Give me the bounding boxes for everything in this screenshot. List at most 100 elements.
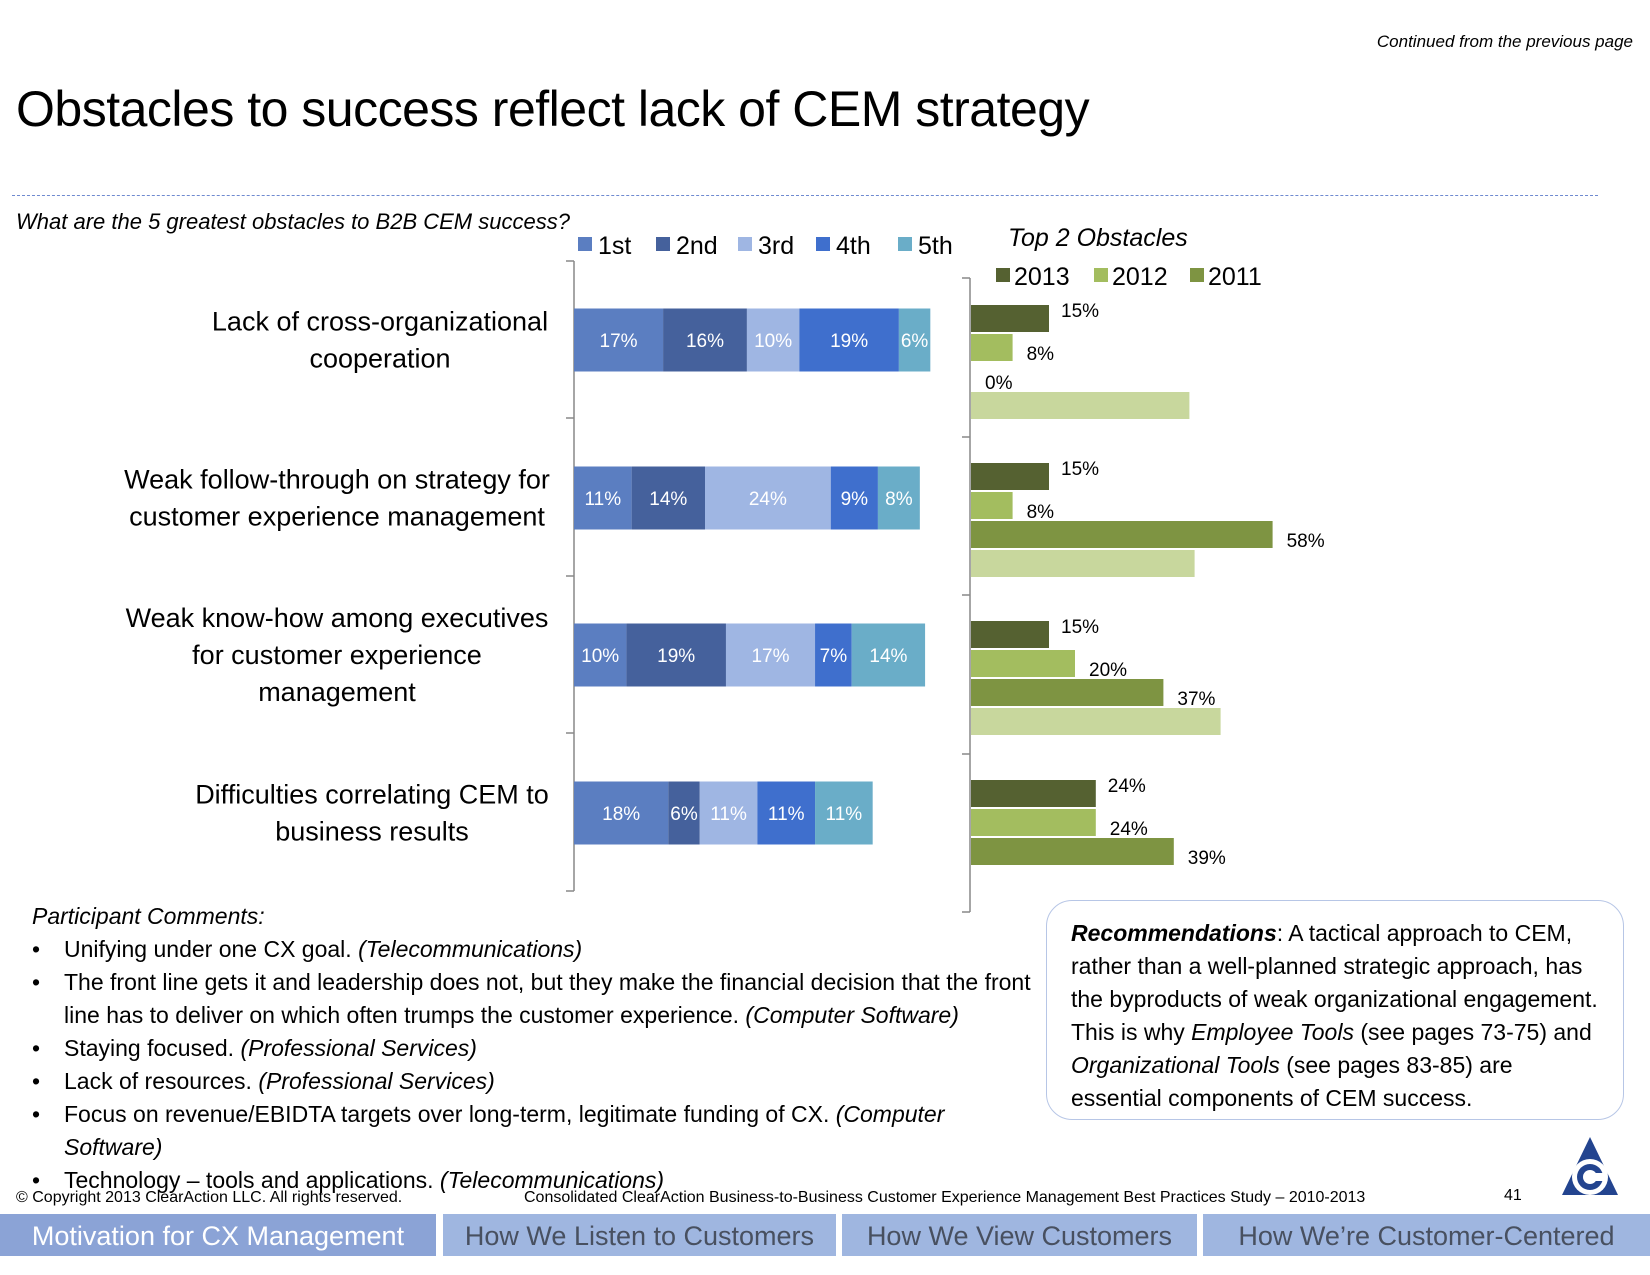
comment-item: Unifying under one CX goal. (Telecommuni… [32, 933, 1032, 966]
bar-extra [971, 550, 1195, 577]
comment-source: (Professional Services) [240, 1035, 477, 1061]
category-label: Difficulties correlating CEM to [195, 780, 549, 810]
legend-swatch-2012 [1094, 268, 1108, 282]
recommendations-label: Recommendations [1071, 920, 1277, 946]
category-label: customer experience management [129, 502, 545, 532]
bar-label: 0% [985, 373, 1013, 394]
nav-tab-motivation[interactable]: Motivation for CX Management [0, 1214, 436, 1256]
bar-2nd [668, 781, 700, 845]
comments-list: Unifying under one CX goal. (Telecommuni… [32, 933, 1032, 1197]
clearaction-logo [1562, 1137, 1618, 1195]
bar-label: 6% [670, 804, 698, 825]
bar-5th [877, 466, 920, 530]
top2-chart-title: Top 2 Obstacles [1008, 224, 1188, 252]
comment-text: The front line gets it and leadership do… [64, 969, 1031, 1028]
nav-tab-view[interactable]: How We View Customers [842, 1214, 1197, 1256]
comment-source: (Telecommunications) [358, 936, 583, 962]
bar-5th [851, 623, 926, 687]
bar-label: 37% [1177, 689, 1215, 710]
bar-label: 16% [686, 331, 724, 352]
legend-swatch-1st [578, 237, 592, 251]
bar-3rd [699, 781, 758, 845]
bar-2012 [971, 809, 1096, 836]
comment-item: The front line gets it and leadership do… [32, 966, 1032, 1032]
bar-5th [815, 781, 873, 845]
organizational-tools-ref: Organizational Tools [1071, 1052, 1280, 1078]
bar-label: 6% [901, 331, 929, 352]
legend-label-2012: 2012 [1112, 263, 1168, 291]
legend-label-1st: 1st [598, 232, 631, 260]
bar-2011 [971, 838, 1174, 865]
bar-2012 [971, 334, 1013, 361]
bar-2nd [663, 308, 747, 372]
bar-label: 8% [1027, 502, 1055, 523]
bar-label: 15% [1061, 617, 1099, 638]
bar-label: 10% [581, 646, 619, 667]
category-label: Weak follow-through on strategy for [124, 465, 550, 495]
category-label: for customer experience [192, 640, 482, 670]
legend-swatch-2013 [996, 268, 1010, 282]
bar-label: 7% [820, 646, 848, 667]
bar-extra [971, 392, 1190, 419]
bar-2012 [971, 650, 1075, 677]
bar-2nd [626, 623, 726, 687]
bar-2012 [971, 492, 1013, 519]
bar-label: 8% [1027, 344, 1055, 365]
bar-3rd [746, 308, 800, 372]
nav-tab-customer-centered[interactable]: How We’re Customer-Centered [1203, 1214, 1650, 1256]
bar-label: 17% [600, 331, 638, 352]
category-label: business results [275, 817, 469, 847]
bar-2013 [971, 463, 1049, 490]
recommendations-text-3: (see pages 83-85) are essential componen… [1071, 1052, 1513, 1111]
continued-note: Continued from the previous page [1376, 32, 1633, 51]
comment-text: Staying focused. [64, 1035, 241, 1061]
comment-text: Unifying under one CX goal. [64, 936, 359, 962]
bar-label: 11% [768, 804, 805, 825]
bar-label: 14% [649, 489, 687, 510]
category-label: Lack of cross-organizational [212, 307, 548, 337]
bar-2013 [971, 780, 1096, 807]
bar-label: 58% [1287, 531, 1325, 552]
bar-1st [574, 623, 627, 687]
nav-tab-listen[interactable]: How We Listen to Customers [443, 1214, 836, 1256]
title-divider [12, 195, 1598, 196]
bar-label: 19% [657, 646, 695, 667]
comment-item: Focus on revenue/EBIDTA targets over lon… [32, 1098, 1032, 1164]
bar-label: 17% [751, 646, 789, 667]
bar-2011 [971, 679, 1164, 706]
comment-item: Lack of resources. (Professional Service… [32, 1065, 1032, 1098]
survey-question: What are the 5 greatest obstacles to B2B… [16, 209, 570, 234]
bar-label: 19% [830, 331, 868, 352]
bar-label: 10% [754, 331, 792, 352]
legend-swatch-2011 [1190, 268, 1204, 282]
bar-label: 8% [885, 489, 913, 510]
comment-source: (Computer Software) [64, 1101, 945, 1160]
legend-label-2013: 2013 [1014, 263, 1070, 291]
bar-3rd [705, 466, 831, 530]
bar-label: 39% [1188, 848, 1226, 869]
bar-3rd [725, 623, 816, 687]
legend-swatch-4th [816, 237, 830, 251]
bar-extra [971, 708, 1221, 735]
bar-label: 11% [826, 804, 863, 825]
legend-label-2011: 2011 [1208, 263, 1262, 291]
bar-4th [815, 623, 852, 687]
bar-label: 24% [1110, 819, 1148, 840]
comment-item: Staying focused. (Professional Services) [32, 1032, 1032, 1065]
page-number: 41 [1504, 1187, 1522, 1204]
bar-4th [799, 308, 899, 372]
legend-swatch-2nd [656, 237, 670, 251]
recommendations-text-2: (see pages 73-75) and [1353, 1019, 1592, 1045]
page-title: Obstacles to success reflect lack of CEM… [16, 81, 1090, 137]
recommendations-text-1: : A tactical approach to CEM, rather tha… [1071, 920, 1598, 1045]
bar-4th [757, 781, 816, 845]
bar-label: 24% [1108, 776, 1146, 797]
legend-label-2nd: 2nd [676, 232, 718, 260]
bar-label: 15% [1061, 459, 1099, 480]
bar-1st [574, 781, 669, 845]
bar-label: 20% [1089, 660, 1127, 681]
bar-label: 14% [869, 646, 907, 667]
bar-2013 [971, 621, 1049, 648]
copyright-notice: © Copyright 2013 ClearAction LLC. All ri… [16, 1189, 403, 1206]
